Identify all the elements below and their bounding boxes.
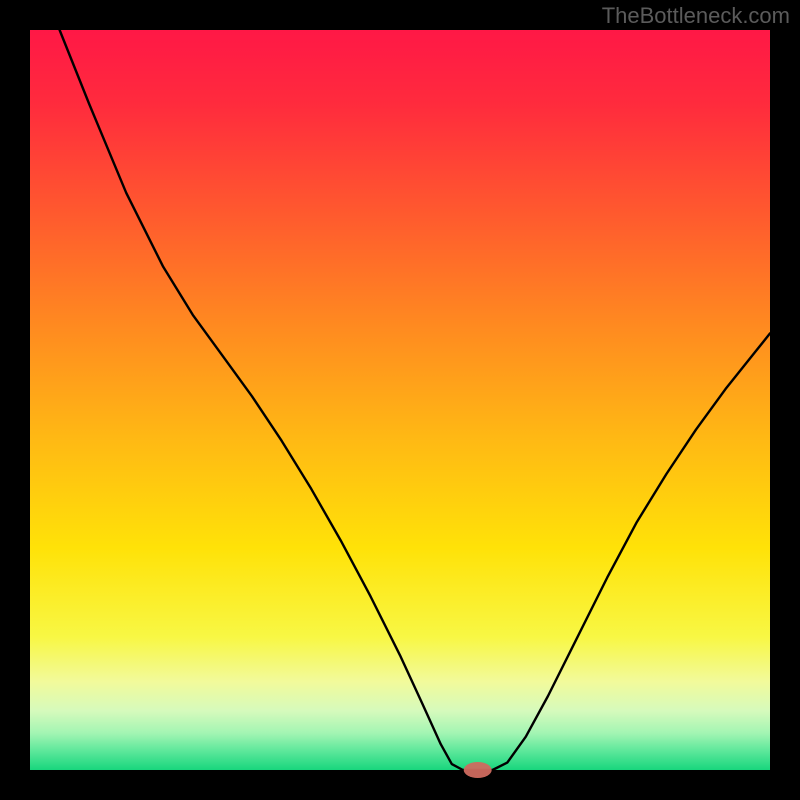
plot-background — [30, 30, 770, 770]
minimum-marker — [464, 762, 492, 778]
chart-container: TheBottleneck.com — [0, 0, 800, 800]
bottleneck-plot — [0, 0, 800, 800]
